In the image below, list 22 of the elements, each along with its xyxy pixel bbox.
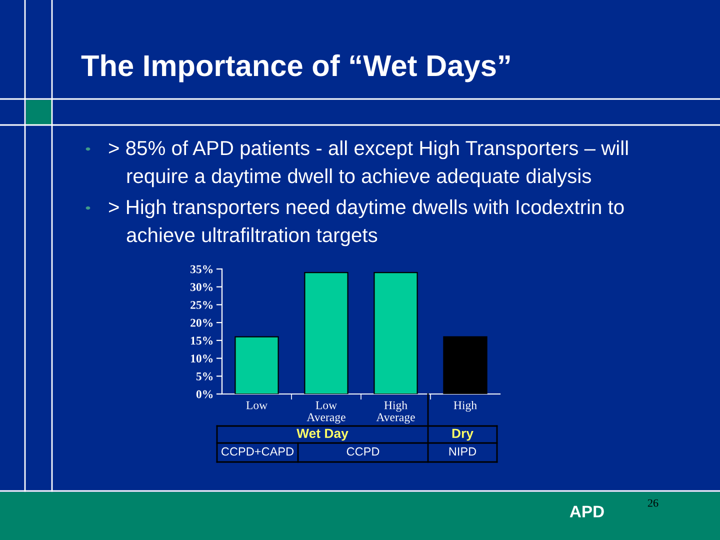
x-tick-label: Low (246, 401, 268, 410)
x-tick-label: Low Average (306, 401, 346, 424)
x-tick-label: High Average (376, 400, 415, 424)
text: NIPD (449, 447, 476, 456)
x-tick-label: High (454, 400, 477, 412)
y-tick-label: 15% (191, 336, 213, 345)
y-tick-label: 35% (190, 265, 213, 274)
text: 26 (648, 499, 658, 507)
text: APD (570, 506, 604, 518)
y-tick-label: 0% (196, 390, 213, 398)
text: > 85% of APD patients - all except High Transporters – will require a daytime dwell to achieve adequate dialysis (108, 140, 628, 188)
y-tick-label: 30% (190, 283, 213, 292)
text: CCPD+CAPD (222, 447, 294, 456)
y-tick-label: 25% (190, 300, 213, 309)
text: > High transporters need daytime dwells with Icodextrin to achieve ultrafiltration targets (108, 199, 624, 246)
text: CCPD (346, 447, 380, 456)
text: Dry (452, 428, 474, 441)
y-tick-label: 20% (190, 318, 213, 327)
y-tick-label: 10% (191, 354, 213, 363)
chart-title: The Importance of “Wet Days” (81, 54, 510, 82)
y-tick-label: 5% (196, 372, 213, 380)
text: Wet Day (296, 428, 348, 441)
